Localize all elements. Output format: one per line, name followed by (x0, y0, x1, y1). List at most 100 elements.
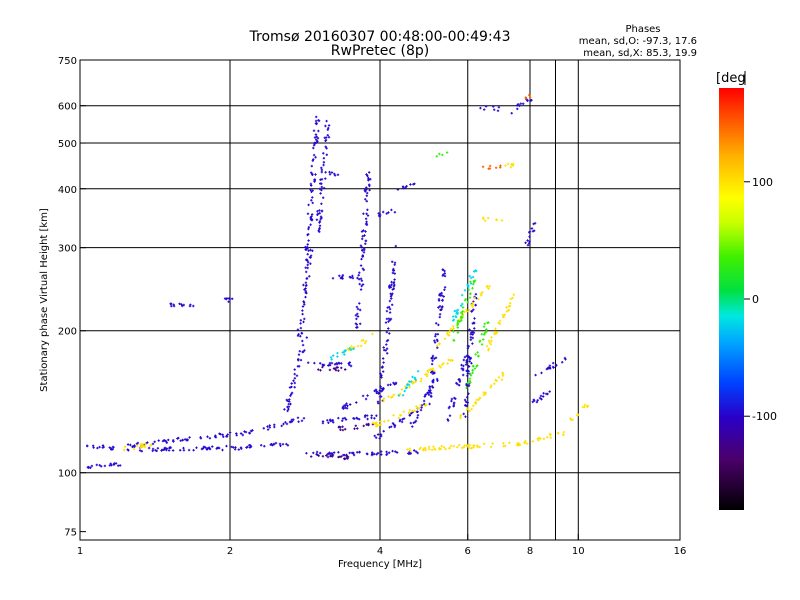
echo-point (263, 445, 266, 448)
echo-point (230, 445, 233, 449)
echo-point (502, 444, 505, 448)
echo-point (290, 385, 293, 389)
x-tick-label: 10 (572, 546, 585, 557)
y-tick-label: 75 (64, 528, 77, 539)
echo-point (446, 331, 449, 335)
echo-point (346, 404, 349, 407)
echo-point (356, 451, 359, 454)
echo-point (392, 381, 395, 385)
echo-point (431, 368, 434, 371)
echo-point (364, 198, 367, 201)
echo-point (303, 303, 306, 306)
echo-point (462, 446, 465, 449)
echo-point (170, 302, 173, 305)
echo-point (422, 449, 425, 452)
echo-point (469, 282, 473, 285)
echo-point (400, 388, 404, 391)
echo-point (363, 341, 367, 345)
echo-point (388, 311, 392, 314)
echo-point (485, 328, 488, 332)
echo-point (297, 353, 301, 356)
echo-point (301, 312, 304, 316)
echo-point (388, 299, 392, 303)
echo-point (283, 408, 286, 411)
echo-point (443, 274, 447, 278)
echo-point (485, 344, 489, 348)
echo-point (401, 394, 405, 397)
echo-point (306, 246, 309, 250)
echo-point (464, 415, 467, 418)
echo-point (351, 274, 354, 278)
echo-point (492, 105, 495, 108)
echo-point (319, 217, 322, 221)
echo-point (355, 401, 358, 404)
echo-point (354, 424, 357, 427)
echo-point (468, 446, 471, 450)
echo-point (440, 294, 443, 297)
echo-point (156, 447, 160, 450)
echo-point (511, 164, 515, 167)
echo-point (490, 339, 493, 343)
echo-point (179, 439, 182, 442)
echo-point (380, 450, 383, 453)
echo-point (446, 362, 449, 365)
echo-point (490, 384, 493, 387)
echo-point (388, 426, 391, 429)
echo-point (189, 303, 192, 306)
echo-point (490, 336, 493, 339)
echo-point (452, 404, 455, 407)
echo-point (532, 222, 535, 226)
echo-point (457, 443, 461, 447)
echo-point (399, 414, 403, 417)
echo-point (487, 287, 490, 290)
echo-point (473, 317, 476, 320)
echo-point (312, 158, 315, 161)
echo-point (358, 451, 361, 454)
echo-point (359, 264, 363, 267)
echo-point (366, 414, 369, 417)
echo-point (312, 153, 316, 157)
echo-point (412, 421, 415, 424)
echo-point (479, 106, 482, 110)
echo-point (313, 361, 316, 365)
echo-point (301, 350, 304, 354)
echo-point (306, 233, 309, 237)
echo-point (364, 239, 368, 242)
echo-point (539, 437, 542, 440)
echo-point (341, 351, 344, 354)
echo-point (511, 296, 514, 300)
echo-point (314, 173, 317, 176)
echo-point (506, 162, 510, 166)
echo-point (367, 178, 370, 181)
echo-point (307, 226, 311, 229)
echo-point (439, 308, 442, 312)
echo-point (293, 368, 296, 371)
echo-point (352, 417, 355, 420)
echo-point (497, 376, 501, 379)
echo-point (373, 417, 376, 420)
echo-point (408, 447, 412, 450)
echo-point (444, 448, 447, 451)
echo-point (434, 335, 437, 338)
echo-point (387, 211, 390, 214)
echo-point (468, 443, 472, 447)
colorbar-tick-label: 100 (752, 176, 773, 189)
echo-point (510, 163, 513, 166)
echo-point (391, 269, 395, 272)
echo-point (325, 454, 328, 457)
echo-point (297, 358, 300, 362)
echo-point (489, 386, 492, 389)
echo-point (302, 300, 305, 303)
echo-point (409, 412, 413, 415)
echo-point (338, 362, 341, 365)
echo-point (325, 147, 328, 150)
echo-point (273, 423, 276, 426)
echo-point (339, 428, 342, 431)
echo-point (360, 284, 363, 288)
echo-point (362, 268, 365, 272)
echo-point (364, 397, 368, 401)
echo-point (136, 441, 140, 445)
echo-point (405, 386, 408, 389)
echo-point (300, 419, 304, 422)
echo-point (428, 368, 431, 371)
